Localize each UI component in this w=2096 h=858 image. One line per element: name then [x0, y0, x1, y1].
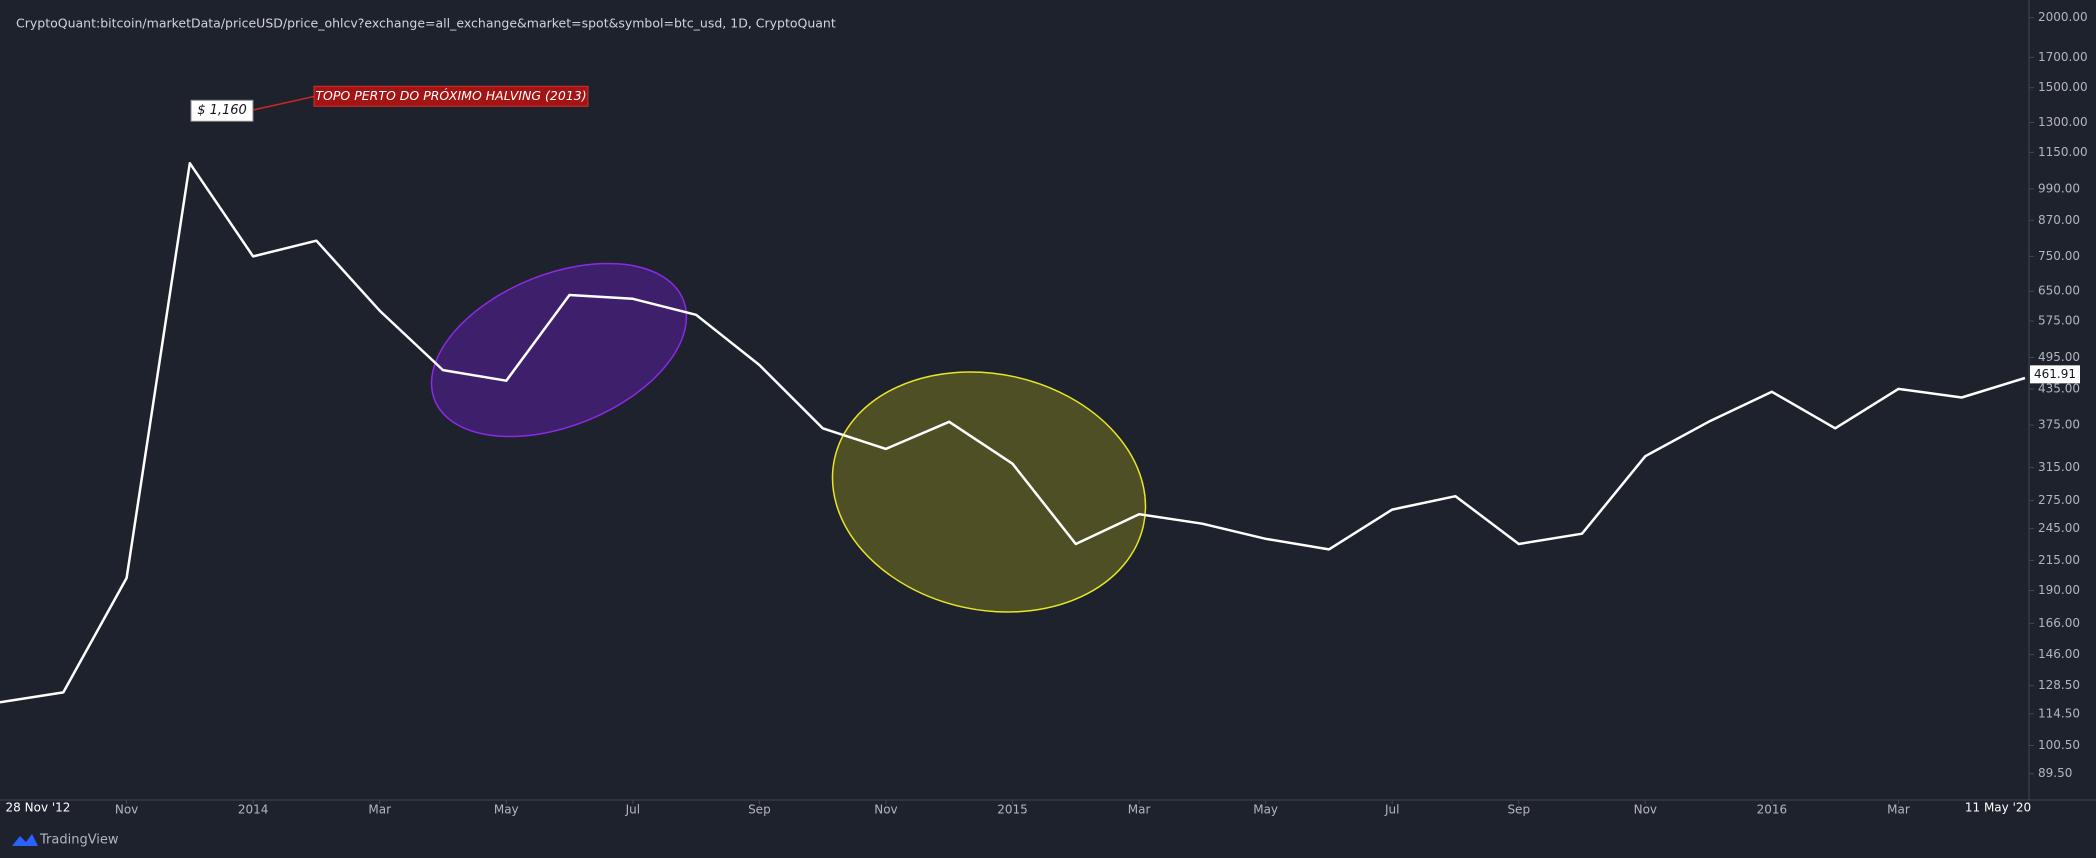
- y-tick-label: 495.00: [2038, 350, 2080, 364]
- x-tick-label: Jul: [625, 803, 640, 817]
- y-tick-label: 245.00: [2038, 521, 2080, 535]
- brand-logo: [12, 834, 38, 846]
- highlight-ellipse: [430, 262, 688, 438]
- annotation-box: [313, 85, 589, 107]
- last-value-label: 461.91: [2034, 367, 2076, 381]
- y-tick-label: 575.00: [2038, 314, 2080, 328]
- y-tick-label: 375.00: [2038, 418, 2080, 432]
- x-tick-label: Nov: [874, 803, 897, 817]
- last-value-tag: [2030, 365, 2080, 384]
- y-tick-label: 1500.00: [2038, 80, 2088, 94]
- y-tick-label: 1300.00: [2038, 115, 2088, 129]
- x-tick-label: Nov: [115, 803, 138, 817]
- y-tick-label: 146.00: [2038, 647, 2080, 661]
- x-tick-label: 2015: [997, 803, 1028, 817]
- highlight-ellipse: [831, 371, 1147, 613]
- y-tick-label: 100.50: [2038, 738, 2080, 752]
- y-tick-label: 128.50: [2038, 678, 2080, 692]
- x-tick-label: 2014: [238, 803, 269, 817]
- y-tick-label: 190.00: [2038, 583, 2080, 597]
- y-tick-label: 275.00: [2038, 493, 2080, 507]
- brand-text: TradingView: [39, 833, 119, 848]
- x-tick-label: Mar: [1887, 803, 1910, 817]
- y-tick-label: 2000.00: [2038, 10, 2088, 24]
- x-tick-label: Mar: [1128, 803, 1151, 817]
- y-tick-label: 1700.00: [2038, 50, 2088, 64]
- x-tick-label: May: [494, 803, 519, 817]
- price-line: [0, 161, 2026, 704]
- x-tick-label: Jul: [1384, 803, 1399, 817]
- y-tick-label: 990.00: [2038, 181, 2080, 195]
- x-tick-label: Sep: [748, 803, 771, 817]
- x-tick-label: 2016: [1757, 803, 1788, 817]
- y-tick-label: 750.00: [2038, 249, 2080, 263]
- annotation-price-box: [190, 99, 254, 122]
- y-tick-label: 650.00: [2038, 284, 2080, 298]
- chart-title: CryptoQuant:bitcoin/marketData/priceUSD/…: [16, 16, 836, 31]
- annotation-price: $ 1,160: [197, 103, 247, 118]
- y-tick-label: 89.50: [2038, 766, 2072, 780]
- y-tick-label: 315.00: [2038, 460, 2080, 474]
- x-tick-label: Mar: [368, 803, 391, 817]
- y-tick-label: 435.00: [2038, 381, 2080, 395]
- brand: TradingView: [12, 833, 119, 848]
- y-tick-label: 1150.00: [2038, 145, 2088, 159]
- annotation-connector: [251, 95, 316, 112]
- y-tick-label: 166.00: [2038, 616, 2080, 630]
- cursor-end-label: 11 May '20: [1965, 801, 2031, 815]
- x-tick-label: May: [1253, 803, 1278, 817]
- annotation-text: TOPO PERTO DO PRÓXIMO HALVING (2013): [315, 88, 586, 103]
- x-tick-label: Nov: [1634, 803, 1657, 817]
- y-tick-label: 215.00: [2038, 553, 2080, 567]
- x-tick-label: Sep: [1507, 803, 1530, 817]
- cursor-start-label: 28 Nov '12: [6, 801, 71, 815]
- y-tick-label: 870.00: [2038, 213, 2080, 227]
- y-tick-label: 114.50: [2038, 706, 2080, 720]
